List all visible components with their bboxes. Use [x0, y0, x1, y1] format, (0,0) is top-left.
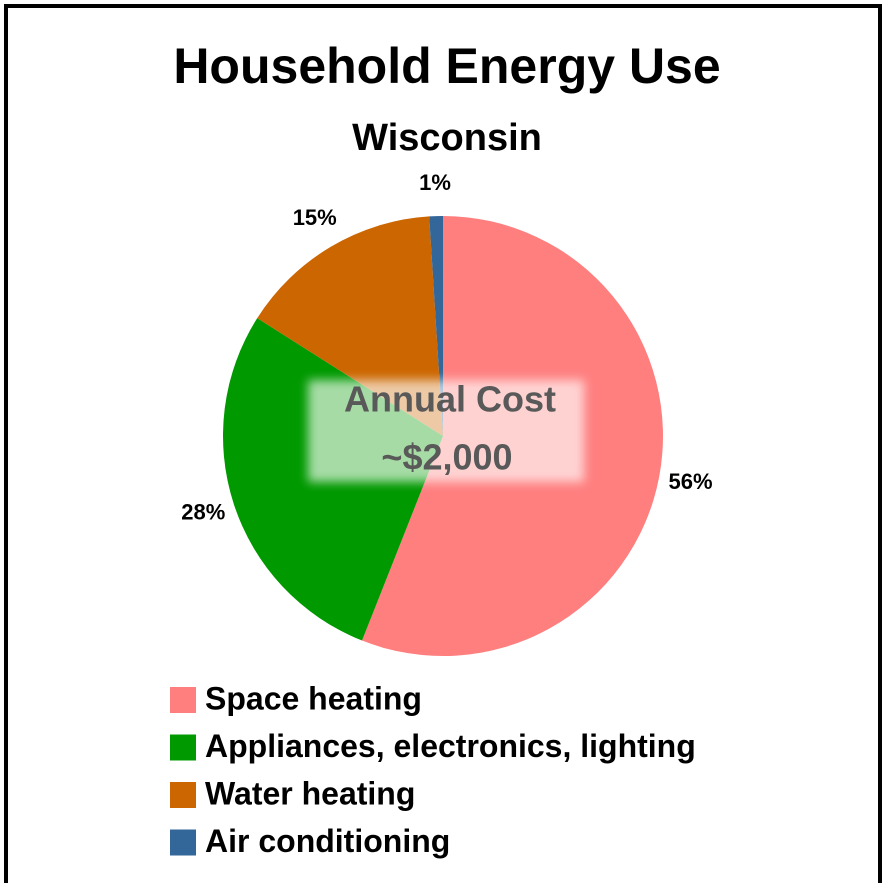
- annotation: Annual Cost: [344, 379, 556, 420]
- legend-label: Appliances, electronics, lighting: [205, 728, 696, 764]
- legend-swatch: [170, 734, 196, 761]
- annotation-box: [308, 380, 584, 482]
- frame: [4, 4, 882, 883]
- legend-label: Air conditioning: [205, 823, 450, 859]
- annotation: ~$2,000: [381, 437, 512, 478]
- data-labels: 56% 28% 15% 1%: [181, 170, 712, 525]
- legend-swatch: [170, 829, 196, 856]
- data-label: 1%: [419, 170, 451, 195]
- legend-label: Space heating: [205, 680, 422, 716]
- chart-title: Household Energy Use: [173, 38, 720, 94]
- legend-swatch: [170, 687, 196, 713]
- chart-subtitle: Wisconsin: [352, 117, 542, 159]
- legend-swatch: [170, 782, 196, 808]
- data-label: 56%: [669, 469, 713, 494]
- data-label: 28%: [181, 500, 225, 525]
- legend: Space heating Appliances, electronics, li…: [170, 680, 696, 859]
- data-label: 15%: [293, 205, 337, 230]
- legend-label: Water heating: [205, 775, 415, 811]
